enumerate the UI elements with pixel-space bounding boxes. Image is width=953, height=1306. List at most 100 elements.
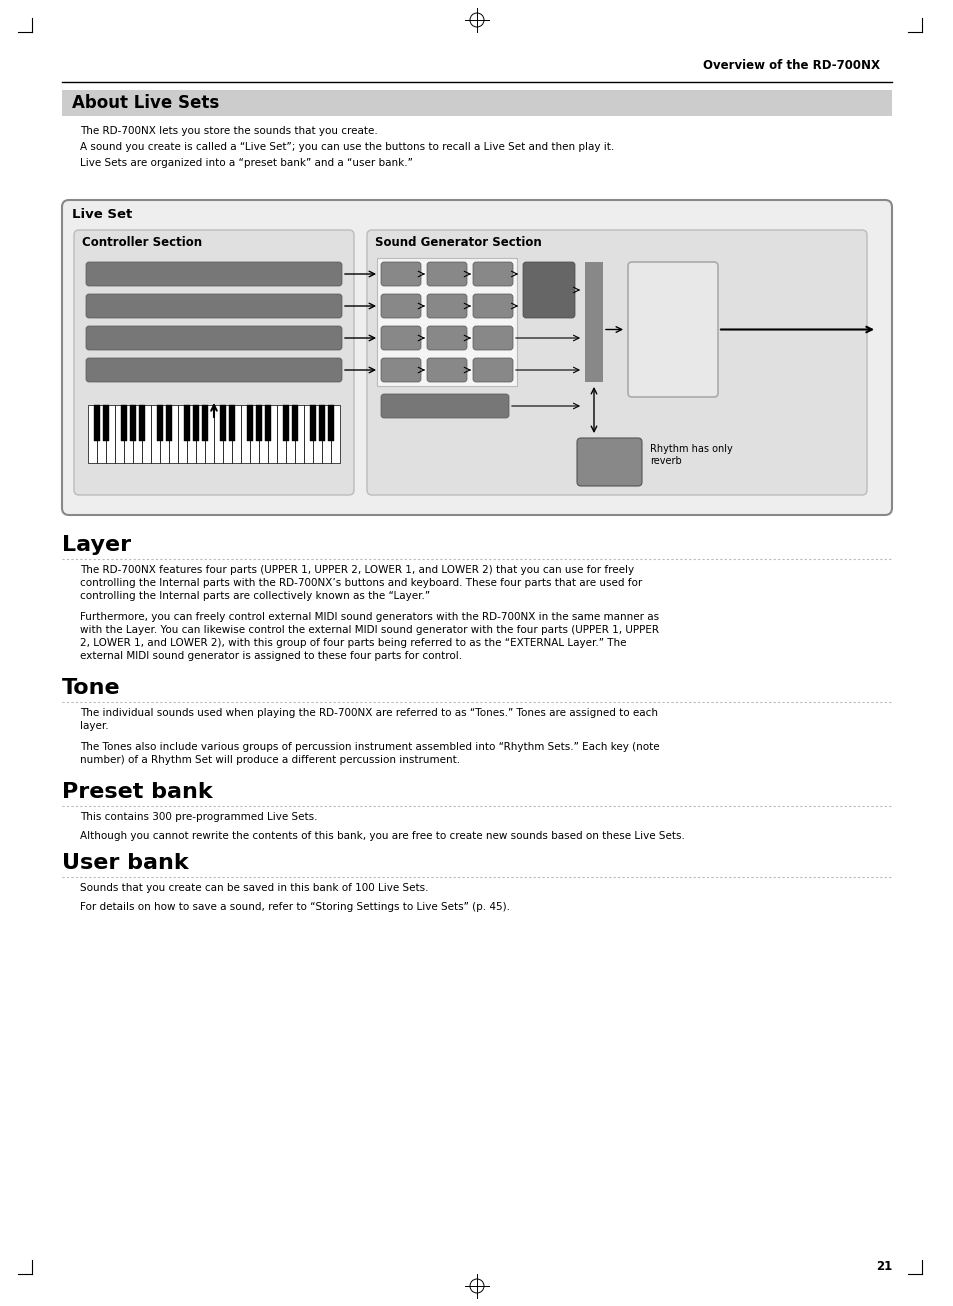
Text: MFX2: MFX2 (478, 269, 507, 278)
Bar (88, 405, 96, 464)
Text: external MIDI sound generator is assigned to these four parts for control.: external MIDI sound generator is assigne… (80, 650, 461, 661)
Text: MFX1: MFX1 (433, 366, 460, 375)
Text: Live Set: Live Set (71, 208, 132, 221)
Text: The RD-700NX lets you store the sounds that you create.: The RD-700NX lets you store the sounds t… (80, 125, 377, 136)
Text: MFX2: MFX2 (478, 366, 507, 375)
FancyBboxPatch shape (427, 358, 467, 381)
FancyBboxPatch shape (473, 294, 513, 317)
Bar (166, 405, 172, 441)
Bar (115, 405, 124, 464)
Text: Sound Generator Section: Sound Generator Section (375, 236, 541, 249)
Bar (328, 405, 334, 441)
FancyBboxPatch shape (380, 358, 420, 381)
Bar (265, 405, 271, 441)
Bar (219, 405, 226, 441)
Bar (584, 263, 602, 381)
Bar (121, 405, 127, 441)
Text: Sound
Focus: Sound Focus (533, 281, 564, 299)
Bar (294, 405, 303, 464)
Bar (322, 405, 331, 464)
Text: number) of a Rhythm Set will produce a different percussion instrument.: number) of a Rhythm Set will produce a d… (80, 755, 459, 765)
FancyBboxPatch shape (380, 294, 420, 317)
Text: 2, LOWER 1, and LOWER 2), with this group of four parts being referred to as the: 2, LOWER 1, and LOWER 2), with this grou… (80, 639, 626, 648)
Bar (255, 405, 261, 441)
Text: Controller Section: Controller Section (82, 236, 202, 249)
Text: MFX1: MFX1 (433, 333, 460, 342)
FancyBboxPatch shape (86, 294, 341, 317)
FancyBboxPatch shape (86, 326, 341, 350)
Bar (130, 405, 135, 441)
Bar (124, 405, 132, 464)
Bar (286, 405, 294, 464)
Bar (160, 405, 169, 464)
Bar (142, 405, 151, 464)
Bar (169, 405, 177, 464)
Text: MFX2: MFX2 (478, 333, 507, 342)
Text: Compressor
Equalizer: Compressor Equalizer (643, 311, 701, 332)
Bar (232, 405, 240, 464)
FancyBboxPatch shape (380, 263, 420, 286)
Bar (268, 405, 276, 464)
FancyBboxPatch shape (627, 263, 718, 397)
Text: Tone: Tone (389, 366, 413, 375)
Text: User bank: User bank (62, 853, 189, 872)
Bar (292, 405, 297, 441)
Text: The Tones also include various groups of percussion instrument assembled into “R: The Tones also include various groups of… (80, 742, 659, 752)
FancyBboxPatch shape (577, 438, 641, 486)
Bar (93, 405, 100, 441)
Bar (193, 405, 198, 441)
Bar (258, 405, 268, 464)
Text: Rhythm: Rhythm (423, 401, 466, 411)
Bar (195, 405, 204, 464)
Bar (250, 405, 258, 464)
Bar (187, 405, 195, 464)
Text: layer.: layer. (80, 721, 109, 731)
Text: 21: 21 (875, 1260, 891, 1273)
Bar (202, 405, 208, 441)
Text: with the Layer. You can likewise control the external MIDI sound generator with : with the Layer. You can likewise control… (80, 626, 659, 635)
Text: The individual sounds used when playing the RD-700NX are referred to as “Tones.”: The individual sounds used when playing … (80, 708, 658, 718)
Bar (106, 405, 114, 464)
Text: MFX1: MFX1 (433, 269, 460, 278)
Text: Layer (LOWER 1): Layer (LOWER 1) (168, 333, 259, 343)
Bar (310, 405, 315, 441)
FancyBboxPatch shape (380, 326, 420, 350)
FancyBboxPatch shape (380, 394, 509, 418)
FancyBboxPatch shape (473, 358, 513, 381)
Text: This contains 300 pre-programmed Live Sets.: This contains 300 pre-programmed Live Se… (80, 812, 317, 821)
Bar (223, 405, 232, 464)
Text: Layer: Layer (62, 535, 131, 555)
Bar (318, 405, 324, 441)
Text: Tone: Tone (389, 302, 413, 311)
Text: Tone: Tone (389, 333, 413, 342)
FancyBboxPatch shape (473, 263, 513, 286)
Bar (331, 405, 339, 464)
Text: Although you cannot rewrite the contents of this bank, you are free to create ne: Although you cannot rewrite the contents… (80, 831, 684, 841)
Text: Overview of the RD-700NX: Overview of the RD-700NX (702, 59, 879, 72)
Text: Furthermore, you can freely control external MIDI sound generators with the RD-7: Furthermore, you can freely control exte… (80, 613, 659, 622)
Text: A sound you create is called a “Live Set”; you can use the buttons to recall a L: A sound you create is called a “Live Set… (80, 142, 614, 151)
Bar (184, 405, 190, 441)
Text: MFX2: MFX2 (478, 302, 507, 311)
Text: Reverb
Chorus: Reverb Chorus (592, 451, 626, 473)
Bar (376, 259, 517, 387)
Bar (156, 405, 163, 441)
Text: Layer (UPPER 1): Layer (UPPER 1) (170, 269, 258, 279)
Bar (103, 405, 109, 441)
Bar (213, 405, 222, 464)
FancyBboxPatch shape (427, 294, 467, 317)
Bar (276, 405, 285, 464)
Bar (304, 405, 313, 464)
Text: Sounds that you create can be saved in this bank of 100 Live Sets.: Sounds that you create can be saved in t… (80, 883, 428, 893)
Bar (97, 405, 106, 464)
Bar (241, 405, 250, 464)
Bar (313, 405, 321, 464)
Text: controlling the Internal parts with the RD-700NX’s buttons and keyboard. These f: controlling the Internal parts with the … (80, 579, 641, 588)
FancyBboxPatch shape (74, 230, 354, 495)
FancyBboxPatch shape (367, 230, 866, 495)
FancyBboxPatch shape (86, 263, 341, 286)
Text: controlling the Internal parts are collectively known as the “Layer.”: controlling the Internal parts are colle… (80, 592, 430, 601)
Bar (282, 405, 289, 441)
FancyBboxPatch shape (427, 326, 467, 350)
Text: Live Sets are organized into a “preset bank” and a “user bank.”: Live Sets are organized into a “preset b… (80, 158, 413, 168)
